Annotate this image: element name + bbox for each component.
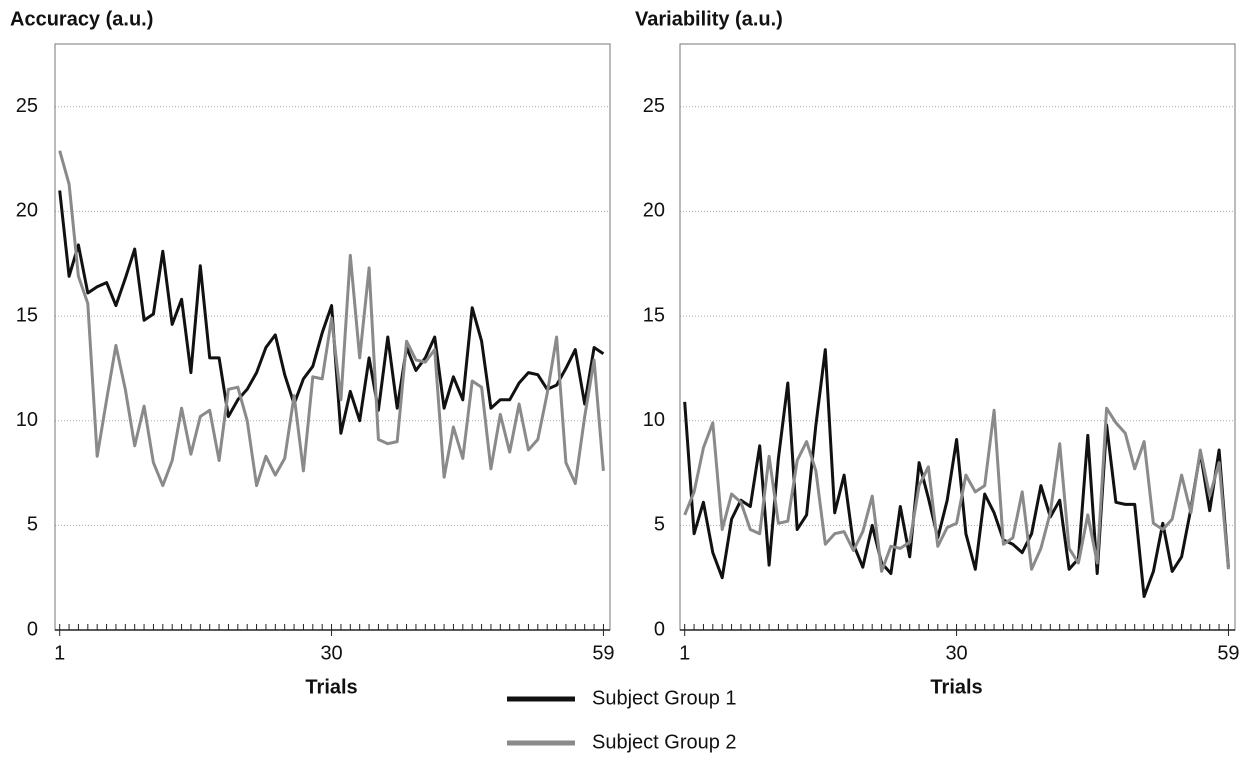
y-tick-label: 20 (643, 200, 665, 222)
data-line (58, 150, 605, 488)
y-tick-label: 15 (16, 304, 38, 326)
plot-frame (679, 43, 1236, 631)
x-axis-label: Trials (930, 676, 982, 698)
y-tick-label: 10 (643, 409, 665, 431)
data-line (683, 406, 1230, 573)
legend-label: Subject Group 1 (592, 687, 737, 709)
y-tick-label: 10 (16, 409, 38, 431)
y-tick-label: 15 (643, 304, 665, 326)
y-tick-label: 0 (27, 618, 38, 640)
y-tick-label: 25 (643, 95, 665, 117)
x-tick-label: 59 (592, 642, 614, 664)
x-axis-label: Trials (305, 676, 357, 698)
x-tick-label: 1 (54, 642, 65, 664)
chart-title: Accuracy (a.u.) (10, 8, 153, 30)
legend-label: Subject Group 2 (592, 731, 737, 753)
x-tick-label: 1 (679, 642, 690, 664)
y-tick-label: 5 (654, 514, 665, 536)
y-tick-label: 20 (16, 200, 38, 222)
x-tick-label: 30 (945, 642, 967, 664)
data-line (58, 190, 605, 435)
x-tick-label: 59 (1217, 642, 1239, 664)
y-tick-label: 5 (27, 514, 38, 536)
y-tick-label: 25 (16, 95, 38, 117)
chart-title: Variability (a.u.) (635, 8, 783, 30)
x-tick-label: 30 (320, 642, 342, 664)
y-tick-label: 0 (654, 618, 665, 640)
